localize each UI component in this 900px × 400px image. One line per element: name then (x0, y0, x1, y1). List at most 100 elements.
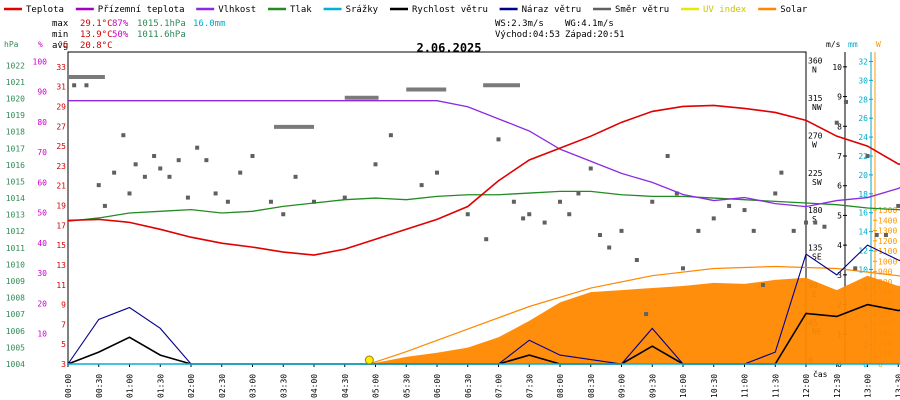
wind-dir-point (634, 258, 639, 262)
legend: Teplota Přízemní teplota Vlhkost Tlak Srážky… (4, 5, 808, 15)
wind-dir-point (558, 199, 562, 204)
w-tick-label: 1200 (878, 237, 897, 246)
dir-tick-name: S (812, 215, 817, 224)
time-tick-label: 06:30 (464, 374, 473, 398)
pct-tick-label: 20 (37, 299, 47, 308)
w-tick-label: 1400 (878, 216, 897, 225)
wind-dir-point (204, 158, 209, 163)
w-tick-label: 900 (878, 268, 893, 277)
pct-tick-label: 60 (37, 178, 47, 187)
time-tick-label: 09:30 (648, 374, 657, 398)
wind-dir-point (896, 203, 900, 208)
ms-tick-label: 10 (832, 63, 842, 72)
wind-dir-point (142, 174, 147, 179)
wind-dir-point (773, 191, 778, 196)
c-tick-label: 9 (61, 301, 66, 310)
hpa-tick-label: 1014 (6, 194, 25, 203)
time-tick-label: 04:00 (310, 374, 319, 398)
wind-dir-point (96, 183, 101, 188)
wind-dir-point (511, 199, 516, 204)
mm-tick-label: 30 (858, 76, 868, 85)
stat-max-press: 1015.1hPa (137, 19, 186, 29)
wind-dir-point (527, 212, 532, 217)
wind-dir-point (185, 195, 190, 200)
stat-ws: WS:2.3m/s (495, 19, 544, 29)
dir-tick-label: 315 (808, 94, 823, 103)
mm-tick-label: 20 (858, 171, 868, 180)
wind-dir-point (496, 137, 501, 142)
hpa-tick-label: 1005 (6, 343, 25, 352)
wind-dir-point (576, 191, 581, 196)
x-axis-caption: čas (813, 369, 828, 379)
stat-max-rain: 16.0mm (193, 19, 226, 29)
ms-axis-unit: m/s (826, 40, 841, 49)
dir-tick-name: N (812, 65, 817, 74)
mm-tick-label: 24 (858, 133, 868, 142)
time-tick-label: 01:00 (126, 374, 135, 398)
wind-dir-point (843, 99, 848, 104)
time-tick-label: 11:30 (771, 374, 780, 398)
time-tick-label: 07:00 (495, 374, 504, 398)
mm-tick-label: 28 (858, 95, 868, 104)
ms-tick-label: 9 (837, 93, 842, 102)
time-tick-label: 00:30 (95, 374, 104, 398)
w-axis-unit: W (876, 40, 881, 49)
wind-dir-point (250, 154, 255, 158)
wind-dir-point (195, 145, 200, 150)
wind-dir-point (176, 158, 181, 163)
pressure-line (67, 190, 900, 222)
wind-dir-point (650, 199, 655, 204)
mm-tick-label: 22 (858, 152, 868, 161)
mm-tick-label: 26 (858, 114, 868, 123)
wind-dir-point (865, 154, 870, 158)
ms-tick-label: 8 (837, 122, 842, 131)
c-tick-label: 13 (56, 261, 66, 270)
legend-label-naraz: Náraz větru (522, 5, 582, 15)
c-tick-label: 15 (56, 241, 66, 250)
time-tick-label: 02:30 (218, 374, 227, 398)
hpa-tick-label: 1009 (6, 277, 25, 286)
wind-dir-point (804, 220, 808, 225)
hpa-tick-label: 1021 (6, 78, 25, 87)
wind-dir-point (281, 212, 286, 217)
chart-date-title: 2.06.2025 (416, 41, 481, 55)
wind-dir-point (644, 312, 649, 317)
wind-dir-point (268, 199, 273, 204)
wind-dir-point (874, 233, 879, 238)
wind-dir-point (133, 162, 138, 167)
dir-tick-name: SW (812, 178, 822, 187)
wind-dir-point (167, 174, 172, 179)
time-tick-label: 10:00 (679, 374, 688, 398)
wind-dir-point (665, 154, 670, 158)
ms-tick-label: 3 (837, 271, 842, 280)
stat-sunset: Západ:20:51 (565, 30, 625, 40)
c-tick-label: 3 (61, 360, 66, 369)
stat-sunrise: Východ:04:53 (495, 30, 560, 40)
c-tick-label: 21 (56, 182, 66, 191)
wind-dir-point (813, 220, 818, 225)
time-tick-label: 05:00 (372, 374, 381, 398)
wind-dir-point (225, 199, 230, 204)
time-tick-label: 07:30 (525, 374, 534, 398)
stat-max-temp: 29.1°C (80, 19, 113, 29)
time-tick-label: 08:30 (587, 374, 596, 398)
wind-dir-point (521, 216, 526, 221)
hpa-tick-label: 1006 (6, 327, 25, 336)
plot-area (67, 74, 900, 365)
hpa-tick-label: 1019 (6, 111, 25, 120)
stat-min-hum: 50% (112, 30, 129, 40)
mm-tick-label: 32 (858, 57, 868, 66)
wind-dir-point (342, 195, 347, 200)
dir-tick-label: 270 (808, 131, 823, 140)
dir-tick-name: NW (812, 103, 822, 112)
solar-area (68, 275, 900, 364)
legend-label-vlhkost: Vlhkost (218, 5, 256, 15)
c-tick-label: 27 (56, 122, 66, 131)
wind-dir-point (72, 83, 77, 88)
hpa-tick-label: 1012 (6, 227, 25, 236)
hpa-tick-label: 1015 (6, 177, 25, 186)
legend-label-solar: Solar (780, 5, 808, 15)
hpa-tick-label: 1018 (6, 128, 25, 137)
wind-dir-point (727, 203, 732, 208)
wind-dir-point (696, 228, 701, 233)
